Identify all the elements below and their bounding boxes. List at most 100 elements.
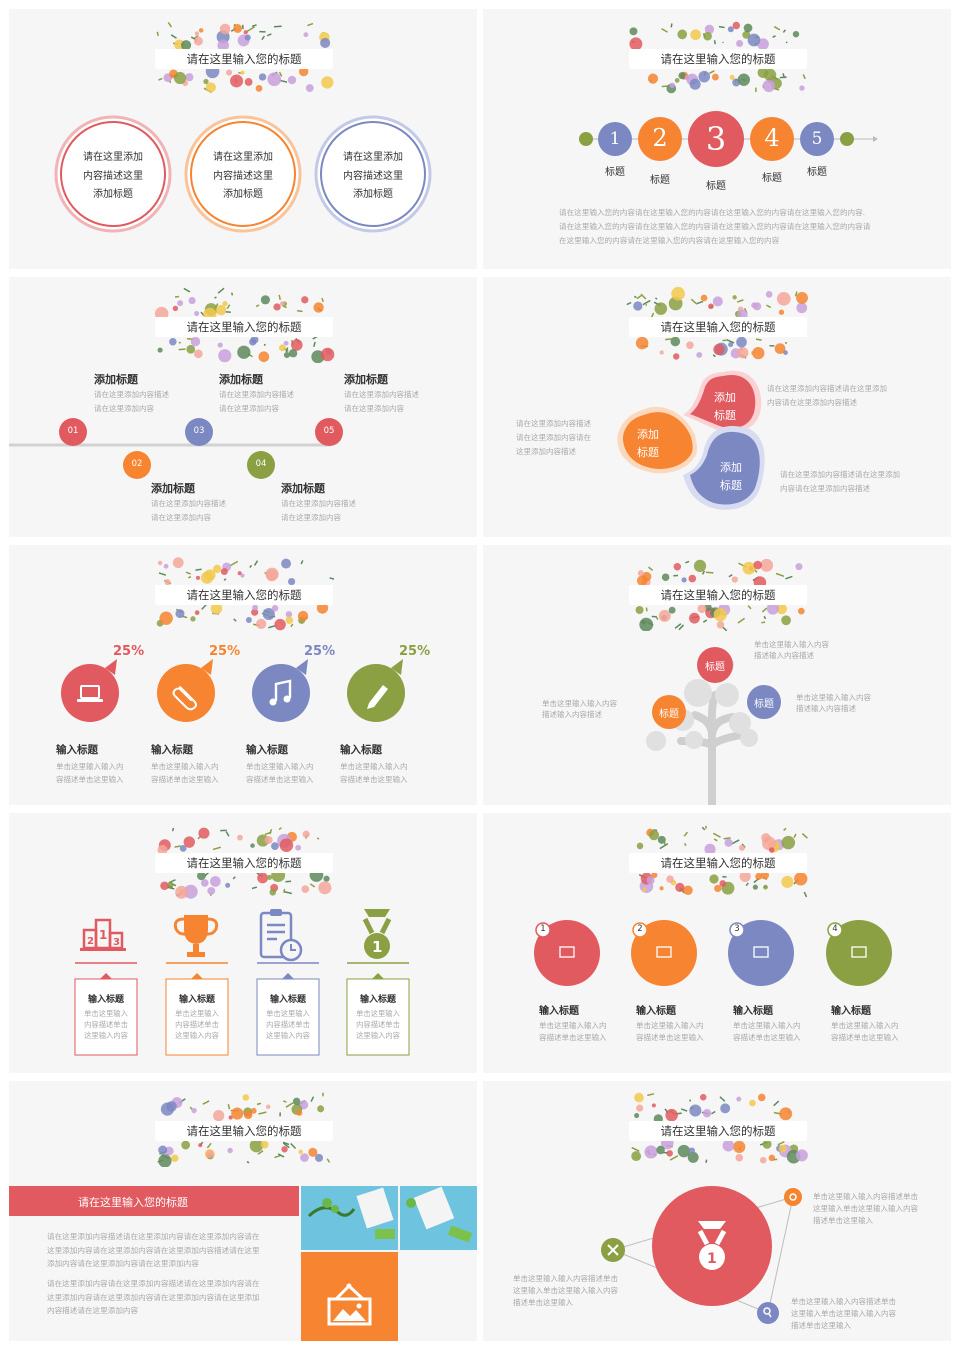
step-2-label: 标题	[650, 175, 670, 186]
item-4: 输入标题 单击这里输入输入内 容描述单击这里输入	[340, 744, 408, 784]
floral-header: 请在这里输入您的标题	[149, 15, 339, 95]
laptop-icon	[77, 685, 103, 702]
floral-header: 请在这里输入您的标题	[623, 15, 813, 95]
flower-garland	[635, 558, 805, 631]
tree-bubble-right: 标题	[754, 699, 774, 710]
music-note-icon	[269, 679, 292, 706]
milestone-02: 02	[131, 459, 143, 469]
step-3-label: 标题	[706, 181, 726, 192]
petal-graphic	[617, 370, 765, 510]
badge-4: 4	[832, 924, 838, 934]
slide-title: 请在这里输入您的标题	[186, 52, 302, 66]
paperclip-icon	[172, 686, 197, 711]
slide-title: 请在这里输入您的标题	[660, 1124, 776, 1138]
percent-1: 25%	[113, 644, 145, 659]
slide-6-tree: 请在这里输入您的标题 标题 标题 标题 单击这里输入输入内容 描述输入内容描述 单…	[483, 545, 951, 805]
timeline-item-4: 添加标题 请在这里添加内容描述 请在这里添加内容	[281, 482, 356, 522]
tree-desc-top: 单击这里输入输入内容 描述输入内容描述	[754, 640, 829, 660]
circle-2-text: 请在这里添加 内容描述这里 添加标题	[213, 152, 273, 200]
tree-graphic	[646, 647, 781, 805]
award-card-2: 输入标题 单击这里输入 内容描述单击 这里输入内容	[175, 995, 219, 1040]
petal-left-label: 添加 标题	[637, 428, 659, 459]
title-bar-text: 请在这里输入您的标题	[78, 1196, 188, 1209]
circle-1-text: 请在这里添加 内容描述这里 添加标题	[83, 152, 143, 200]
slide-9-text-images: 请在这里输入您的标题 请在这里输入您的标题 请在这里添加内容描述请在这里添加内容…	[9, 1081, 477, 1341]
step-5-label: 标题	[807, 167, 827, 178]
svg-text:3: 3	[113, 937, 120, 948]
milestone-05: 05	[323, 426, 335, 436]
slide-7-award-icons: 请在这里输入您的标题 1 2 3	[9, 813, 477, 1073]
slide-8-numbered-circles: 请在这里输入您的标题 1 2 3 4 输入标题 单击这里输入输入内 容描述单击这…	[483, 813, 951, 1073]
slide-2-numbered-steps: 请在这里输入您的标题 1 2 3 4 5 标题 标题 标题 标题 标题 请在这里…	[483, 9, 951, 269]
petal-left-desc: 请在这里添加内容描述 请在这里添加内容请在 这里添加内容描述	[516, 419, 591, 456]
gear-icon	[789, 1193, 797, 1201]
floral-header: 请在这里输入您的标题	[149, 1087, 339, 1167]
tools-icon	[607, 1244, 619, 1256]
step-4-number: 4	[764, 124, 780, 152]
medal-icon: 1	[697, 1221, 727, 1270]
svg-text:1: 1	[372, 938, 382, 956]
timeline-item-3: 添加标题 请在这里添加内容描述 请在这里添加内容	[219, 373, 294, 413]
timeline-graphic	[9, 418, 343, 479]
badge-1: 1	[540, 924, 546, 934]
item-1: 输入标题 单击这里输入输入内 容描述单击这里输入	[56, 744, 124, 784]
step-1-number: 1	[609, 129, 621, 149]
slide-title: 请在这里输入您的标题	[660, 856, 776, 870]
step-1-label: 标题	[605, 167, 625, 178]
svg-text:1: 1	[99, 928, 107, 942]
slide-5-percent-icons: 请在这里输入您的标题 25% 25% 25% 25% 输入标题 单击这里输入输入…	[9, 545, 477, 805]
flower-garland	[631, 1092, 808, 1164]
award-icons: 1 2 3 1	[74, 909, 410, 1056]
floral-header: 请在这里输入您的标题	[149, 819, 339, 899]
tree-desc-left: 单击这里输入输入内容 描述输入内容描述	[542, 699, 617, 719]
milestone-01: 01	[67, 426, 79, 436]
step-2-number: 2	[652, 124, 668, 152]
milestone-04: 04	[255, 459, 267, 469]
slide-3-timeline: 请在这里输入您的标题 01 02 03 04 05 添加标题 请在这里添加内容描…	[9, 277, 477, 537]
step-3-number: 3	[705, 120, 727, 158]
badge-2: 2	[637, 924, 643, 934]
percent-4: 25%	[399, 644, 431, 659]
slide-10-medal-network: 请在这里输入您的标题 1 单击这里输入输入内容描述单击 这里输入单击这里输入输入内…	[483, 1081, 951, 1341]
steps-graphic	[579, 111, 878, 167]
svg-text:2: 2	[87, 936, 94, 947]
timeline-item-2: 添加标题 请在这里添加内容描述 请在这里添加内容	[151, 482, 226, 522]
trophy-icon	[173, 915, 219, 957]
floral-header: 请在这里输入您的标题	[623, 283, 813, 363]
slide-title: 请在这里输入您的标题	[660, 320, 776, 334]
milestone-03: 03	[193, 426, 205, 436]
podium-icon: 1 2 3	[80, 918, 126, 951]
badge-3: 3	[734, 924, 740, 934]
search-icon	[763, 1307, 772, 1318]
slide-title: 请在这里输入您的标题	[186, 320, 302, 334]
step-4-label: 标题	[762, 173, 782, 184]
medal-icon: 1	[362, 909, 392, 959]
image-tiles	[301, 1186, 477, 1341]
pen-icon	[367, 685, 388, 709]
circle-item-4: 输入标题 单击这里输入输入内 容描述单击这里输入	[831, 1006, 899, 1042]
circles-graphic	[534, 920, 892, 986]
network-desc-left: 单击这里输入输入内容描述单击 这里输入单击这里输入输入内容 描述单击这里输入	[513, 1274, 618, 1307]
tree-desc-right: 单击这里输入输入内容 描述输入内容描述	[796, 693, 871, 713]
petal-bottom-label: 添加 标题	[720, 461, 742, 492]
petal-top-label: 添加 标题	[714, 391, 736, 422]
circle-item-1: 输入标题 单击这里输入输入内 容描述单击这里输入	[539, 1006, 607, 1042]
tree-bubble-left: 标题	[659, 709, 679, 720]
award-card-3: 输入标题 单击这里输入 内容描述单击 这里输入内容	[266, 995, 310, 1040]
slide-title: 请在这里输入您的标题	[186, 856, 302, 870]
step-5-number: 5	[811, 129, 823, 149]
slide-1-three-circles: 请在这里输入您的标题 请在这里添加 内容描述这里 添加标题 请在这里添加 内容描述这里…	[9, 9, 477, 269]
petal-top-desc: 请在这里添加内容描述请在这里添加 内容请在这里添加内容描述	[767, 384, 887, 407]
slide-4-petals: 请在这里输入您的标题 添加 标题 添加 标题 添加 标题 请在这里添加内容描述 请在这里…	[483, 277, 951, 537]
circle-3-text: 请在这里添加 内容描述这里 添加标题	[343, 152, 403, 200]
timeline-item-5: 添加标题 请在这里添加内容描述 请在这里添加内容	[344, 373, 419, 413]
title-bar	[9, 1186, 299, 1216]
slide-title: 请在这里输入您的标题	[660, 588, 776, 602]
item-3: 输入标题 单击这里输入输入内 容描述单击这里输入	[246, 744, 314, 784]
circle-item-3: 输入标题 单击这里输入输入内 容描述单击这里输入	[733, 1006, 801, 1042]
flower-garland	[157, 827, 332, 899]
paragraph-2: 请在这里添加内容请在这里添加内容描述请在这里添加内容请在 这里添加内容请在这里添加…	[47, 1279, 260, 1315]
award-card-1: 输入标题 单击这里输入 内容描述单击 这里输入内容	[84, 995, 128, 1040]
flower-garland	[157, 1092, 331, 1167]
floral-header: 请在这里输入您的标题	[623, 1087, 813, 1167]
